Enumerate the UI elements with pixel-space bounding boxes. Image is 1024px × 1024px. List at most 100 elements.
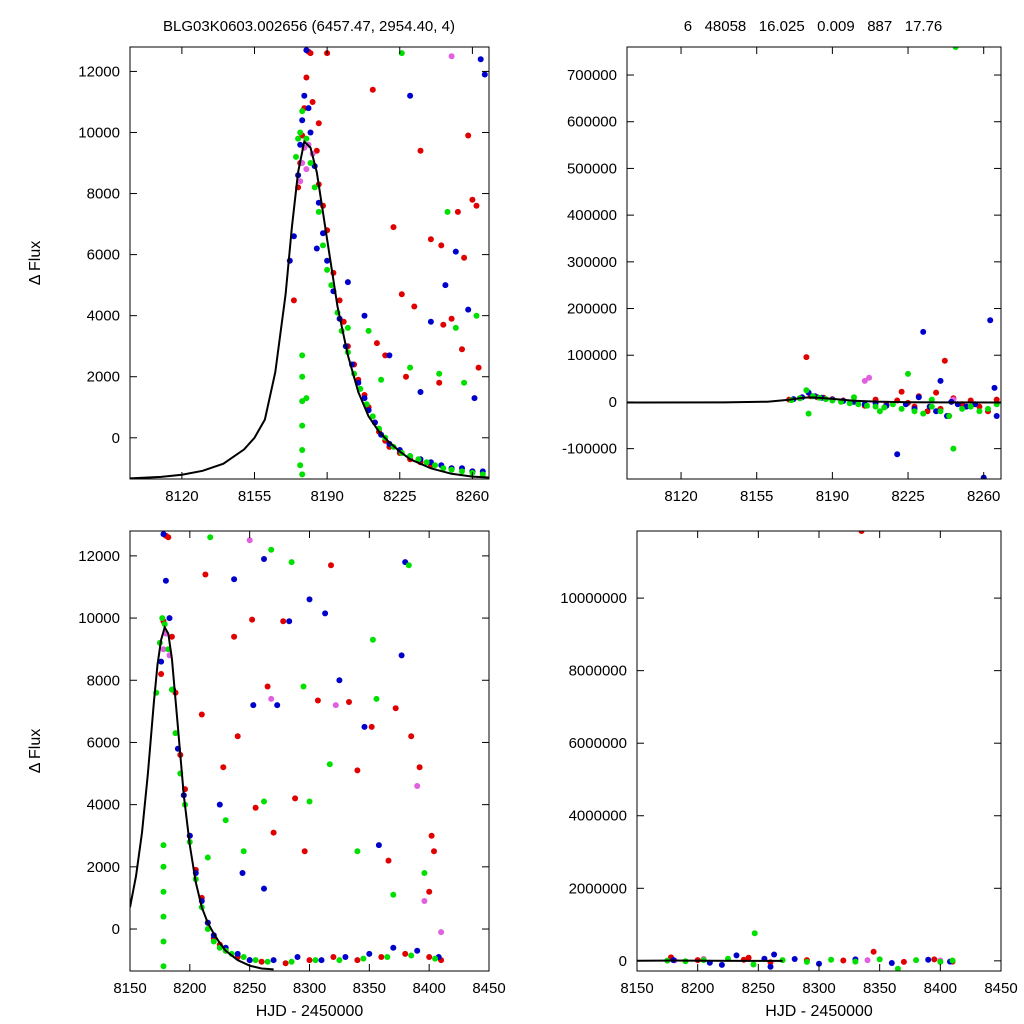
data-point-red — [392, 705, 399, 712]
data-point-green — [937, 958, 944, 965]
data-point-red — [941, 357, 948, 364]
y-tick-label: 10000 — [78, 610, 120, 627]
data-point-red — [258, 958, 265, 965]
data-point-green — [299, 422, 306, 429]
data-point-green — [360, 955, 367, 962]
data-point-green — [299, 108, 306, 115]
data-point-magenta — [297, 178, 304, 185]
data-point-red — [900, 958, 907, 965]
data-point-blue — [320, 230, 326, 237]
data-point-green — [293, 153, 299, 160]
x-tick-label: 8155 — [740, 488, 773, 505]
plot-frame — [626, 46, 1002, 480]
data-point-blue — [937, 377, 944, 384]
data-point-blue — [987, 317, 994, 324]
data-point-blue — [993, 413, 1000, 419]
data-point-green — [881, 404, 888, 411]
data-point-green — [985, 405, 991, 412]
data-point-blue — [427, 459, 434, 466]
data-point-green — [421, 870, 428, 876]
data-point-blue — [452, 248, 459, 255]
data-point-green — [405, 562, 412, 569]
data-point-red — [840, 957, 847, 964]
data-point-green — [432, 955, 439, 962]
data-point-green — [160, 913, 167, 920]
y-tick-label: 2000 — [87, 859, 120, 876]
data-point-blue — [791, 956, 798, 962]
data-point-red — [427, 236, 434, 243]
data-point-red — [354, 957, 361, 964]
data-point-green — [432, 462, 438, 469]
data-point-magenta — [246, 537, 253, 544]
y-tick-label: 200000 — [567, 301, 617, 318]
data-point-green — [803, 387, 810, 394]
data-point-red — [165, 534, 172, 541]
data-point-red — [202, 571, 209, 578]
data-point-green — [252, 957, 259, 964]
data-point-blue — [925, 956, 932, 963]
data-point-green — [444, 208, 451, 215]
data-point-red — [993, 396, 1000, 403]
x-tick-label: 8200 — [681, 980, 714, 997]
data-point-green — [295, 135, 302, 142]
data-point-red — [306, 957, 313, 964]
data-point-red — [402, 950, 409, 957]
data-point-green — [751, 930, 758, 937]
y-tick-label: 0 — [609, 394, 617, 411]
data-point-blue — [160, 531, 167, 538]
data-point-magenta — [861, 377, 868, 384]
data-point-green — [851, 394, 857, 401]
data-point-green — [172, 730, 179, 737]
points-group — [286, 47, 488, 478]
data-point-red — [475, 364, 482, 371]
y-tick-label: 100000 — [567, 347, 617, 364]
x-tick-label: 8225 — [383, 488, 416, 505]
data-point-green — [384, 954, 391, 960]
data-point-red — [368, 723, 375, 730]
data-point-red — [473, 202, 480, 209]
data-point-red — [385, 857, 392, 864]
data-point-magenta — [160, 646, 167, 653]
data-point-blue — [481, 71, 488, 78]
data-point-red — [314, 697, 321, 704]
data-point-red — [431, 848, 437, 855]
data-point-blue — [231, 576, 238, 583]
data-point-blue — [239, 870, 246, 876]
data-point-green — [159, 615, 166, 622]
data-point-blue — [344, 279, 351, 286]
data-point-red — [313, 147, 320, 154]
data-point-green — [452, 324, 459, 331]
data-point-green — [222, 817, 229, 824]
data-point-red — [933, 389, 940, 396]
y-tick-label: 4000000 — [569, 808, 627, 825]
data-point-red — [307, 50, 314, 57]
data-point-blue — [361, 723, 368, 730]
x-tick-label: 8250 — [742, 980, 775, 997]
data-point-blue — [718, 961, 725, 968]
data-point-red — [378, 954, 385, 960]
data-point-green — [315, 208, 322, 215]
data-point-magenta — [864, 957, 871, 964]
data-point-green — [920, 410, 927, 417]
data-point-green — [160, 938, 167, 945]
data-point-red — [745, 954, 752, 961]
y-tick-label: 4000 — [87, 797, 120, 814]
y-tick-label: 6000000 — [569, 735, 627, 752]
data-point-red — [454, 208, 461, 215]
data-point-green — [210, 938, 217, 945]
data-point-green — [946, 413, 953, 419]
data-point-green — [373, 695, 380, 702]
y-tick-label: 10000 — [78, 124, 120, 141]
y-tick-label: 12000 — [78, 548, 120, 565]
data-point-green — [160, 963, 167, 970]
data-point-blue — [733, 952, 740, 959]
x-tick-label: 8120 — [664, 488, 697, 505]
x-tick-label: 8400 — [412, 980, 445, 997]
data-point-red — [382, 352, 389, 359]
data-point-green — [365, 327, 372, 334]
x-tick-label: 8260 — [456, 488, 489, 505]
data-point-green — [288, 559, 295, 566]
data-point-green — [161, 621, 168, 628]
x-tick-label: 8400 — [924, 980, 957, 997]
data-point-blue — [301, 92, 308, 99]
